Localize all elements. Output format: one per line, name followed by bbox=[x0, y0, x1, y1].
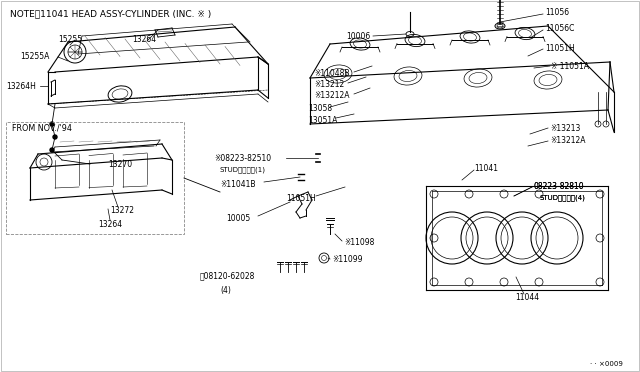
Text: ※11048B: ※11048B bbox=[314, 68, 349, 77]
Text: FROM NOV./'94: FROM NOV./'94 bbox=[12, 124, 72, 132]
Text: Ⓓ08120-62028: Ⓓ08120-62028 bbox=[200, 272, 255, 280]
Text: 13270: 13270 bbox=[108, 160, 132, 169]
Text: ※08223-82510: ※08223-82510 bbox=[214, 154, 271, 163]
Text: STUDスタッド(4): STUDスタッド(4) bbox=[540, 195, 586, 201]
Text: 08223-82810: 08223-82810 bbox=[534, 182, 584, 190]
Circle shape bbox=[50, 122, 54, 126]
Text: ※ 11051A: ※ 11051A bbox=[551, 61, 589, 71]
Text: 15255A: 15255A bbox=[20, 51, 49, 61]
Text: 13264H: 13264H bbox=[6, 81, 36, 90]
Circle shape bbox=[50, 148, 54, 152]
Text: ※13212A: ※13212A bbox=[314, 90, 349, 99]
Text: 11041: 11041 bbox=[474, 164, 498, 173]
Bar bbox=[6, 122, 184, 234]
Text: · · ×0009: · · ×0009 bbox=[590, 361, 623, 367]
Text: NOTE；11041 HEAD ASSY-CYLINDER (INC. ※ ): NOTE；11041 HEAD ASSY-CYLINDER (INC. ※ ) bbox=[10, 10, 211, 19]
Text: 10006: 10006 bbox=[346, 32, 371, 41]
Text: 15255: 15255 bbox=[58, 35, 82, 44]
Text: 11051H: 11051H bbox=[545, 44, 575, 52]
Text: 11056C: 11056C bbox=[545, 23, 574, 32]
Text: 13272: 13272 bbox=[110, 205, 134, 215]
Text: 13264: 13264 bbox=[98, 219, 122, 228]
Text: 10005: 10005 bbox=[226, 214, 250, 222]
Text: STUDスタッド(4): STUDスタッド(4) bbox=[540, 195, 586, 201]
Text: 13051A: 13051A bbox=[308, 115, 337, 125]
Text: 13264: 13264 bbox=[132, 35, 156, 44]
Text: ※13212A: ※13212A bbox=[550, 135, 586, 144]
Text: 11056: 11056 bbox=[545, 7, 569, 16]
Text: 08223-82810: 08223-82810 bbox=[534, 182, 584, 190]
Text: (4): (4) bbox=[220, 285, 231, 295]
Text: 11044: 11044 bbox=[515, 294, 539, 302]
Text: ※11041B: ※11041B bbox=[220, 180, 255, 189]
Text: 13058: 13058 bbox=[308, 103, 332, 112]
Circle shape bbox=[53, 135, 57, 139]
Text: ※13213: ※13213 bbox=[550, 124, 580, 132]
Text: 11051H: 11051H bbox=[286, 193, 316, 202]
Text: ※11099: ※11099 bbox=[332, 256, 362, 264]
Text: ※11098: ※11098 bbox=[344, 237, 374, 247]
Text: STUDスタッド(1): STUDスタッド(1) bbox=[220, 167, 266, 173]
Text: ※13212: ※13212 bbox=[314, 80, 344, 89]
